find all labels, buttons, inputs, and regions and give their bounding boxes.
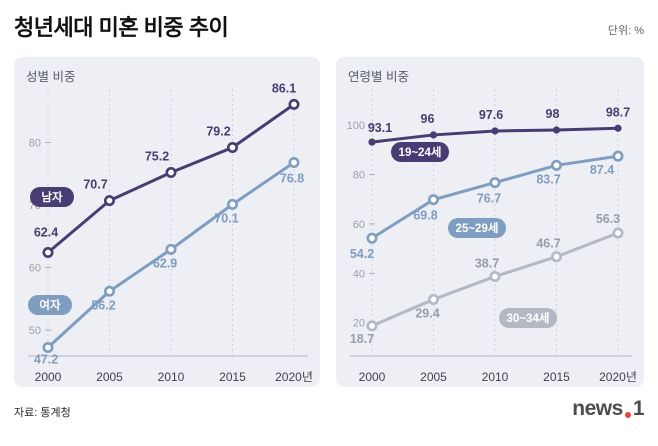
data-point bbox=[551, 251, 563, 263]
series-pill-label: 여자 bbox=[39, 298, 61, 312]
data-point bbox=[491, 127, 499, 135]
age-chart: 20 40 60 80 100 2000 2005 2010 2015 2020년 19~24세 25… bbox=[347, 89, 637, 384]
x-axis-label: 2015 bbox=[543, 370, 570, 384]
data-point-label: 46.7 bbox=[536, 237, 560, 251]
data-point bbox=[489, 177, 501, 189]
data-point bbox=[104, 195, 116, 207]
data-point-label: 96 bbox=[421, 112, 435, 126]
x-axis-label: 2005 bbox=[96, 370, 123, 384]
series-pill bbox=[28, 295, 72, 315]
y-tick-label: 40 bbox=[353, 268, 365, 280]
data-point-label: 70.1 bbox=[214, 211, 238, 225]
data-point bbox=[428, 194, 440, 206]
data-point-label: 76.7 bbox=[477, 192, 501, 206]
y-tick-label: 100 bbox=[347, 120, 365, 132]
x-axis-label: 2015 bbox=[219, 370, 246, 384]
data-point bbox=[612, 150, 624, 162]
data-point bbox=[551, 159, 563, 171]
series-pill bbox=[391, 142, 449, 162]
data-point-label: 97.6 bbox=[479, 108, 503, 122]
age-panel: 연령별 비중 20 40 60 80 100 2000 2005 2010 2015 2020년 1… bbox=[336, 57, 644, 387]
data-point bbox=[614, 124, 622, 132]
y-tick-label: 60 bbox=[353, 219, 365, 231]
data-point-label: 29.4 bbox=[415, 306, 439, 320]
series-pill-label: 25~29세 bbox=[456, 221, 499, 235]
page-title: 청년세대 미혼 비중 추이 bbox=[14, 15, 229, 40]
logo-red-dot-icon bbox=[624, 412, 631, 418]
data-point-label: 86.1 bbox=[272, 81, 296, 95]
x-axis-label: 2020년 bbox=[275, 370, 313, 384]
logo-text-news: news bbox=[572, 397, 623, 420]
data-point-label: 83.7 bbox=[536, 172, 560, 186]
data-point-label: 18.7 bbox=[350, 332, 374, 346]
age-panel-title: 연령별 비중 bbox=[348, 70, 409, 84]
y-tick-label: 50 bbox=[29, 325, 41, 337]
data-point-label: 69.8 bbox=[413, 209, 437, 223]
data-point bbox=[428, 293, 440, 305]
data-point-label: 76.8 bbox=[280, 172, 304, 186]
data-point bbox=[368, 138, 376, 146]
data-point-label: 79.2 bbox=[206, 125, 230, 139]
news1-logo: news 1 bbox=[572, 397, 644, 421]
data-point-label: 70.7 bbox=[83, 178, 107, 192]
y-tick-label: 80 bbox=[29, 138, 41, 150]
x-axis-label: 2000 bbox=[359, 370, 386, 384]
y-tick-label: 80 bbox=[353, 169, 365, 181]
data-point bbox=[42, 341, 54, 353]
data-point bbox=[104, 285, 116, 297]
data-point bbox=[612, 227, 624, 239]
x-axis-label: 2000 bbox=[35, 370, 62, 384]
series-pill bbox=[499, 308, 557, 328]
series-pill bbox=[30, 187, 74, 207]
x-axis-label: 2005 bbox=[420, 370, 447, 384]
logo-text-one: 1 bbox=[632, 397, 645, 420]
series-pill-label: 남자 bbox=[41, 190, 63, 204]
gender-panel: 성별 비중 50 60 70 80 2000 2005 2010 2015 2020년 남자 여자 6… bbox=[14, 57, 320, 387]
data-point-label: 62.9 bbox=[153, 256, 177, 270]
data-point-label: 38.7 bbox=[475, 256, 499, 270]
data-point bbox=[366, 320, 378, 332]
series-pill-label: 30~34세 bbox=[507, 311, 550, 325]
series-pill-label: 19~24세 bbox=[399, 145, 442, 159]
data-point-label: 93.1 bbox=[368, 121, 392, 135]
data-point-label: 56.3 bbox=[596, 212, 620, 226]
data-point bbox=[227, 198, 239, 210]
data-point bbox=[552, 126, 561, 134]
unit-label: 단위: % bbox=[607, 25, 644, 37]
data-point-label: 98.7 bbox=[606, 105, 630, 119]
source-label: 자료: 통계청 bbox=[14, 407, 71, 419]
data-point-label: 75.2 bbox=[145, 150, 169, 164]
data-point bbox=[165, 167, 177, 179]
data-point bbox=[288, 157, 300, 169]
header: 청년세대 미혼 비중 추이 단위: % bbox=[14, 10, 644, 42]
data-point bbox=[429, 131, 438, 139]
data-point-label: 87.4 bbox=[590, 163, 614, 177]
x-axis-label: 2010 bbox=[482, 370, 509, 384]
data-point-label: 98 bbox=[546, 107, 560, 121]
gender-panel-title: 성별 비중 bbox=[26, 70, 76, 84]
data-point-label: 62.4 bbox=[34, 226, 58, 240]
data-point-label: 54.2 bbox=[350, 247, 374, 261]
data-point-label: 56.2 bbox=[91, 298, 115, 312]
data-point bbox=[165, 243, 177, 255]
y-tick-label: 20 bbox=[353, 318, 365, 330]
x-axis-label: 2020년 bbox=[599, 370, 637, 384]
x-axis-label: 2010 bbox=[158, 370, 185, 384]
data-point bbox=[366, 232, 378, 244]
data-point bbox=[227, 141, 239, 153]
data-point-label: 47.2 bbox=[34, 353, 58, 367]
y-tick-label: 60 bbox=[29, 263, 41, 275]
data-point bbox=[489, 270, 501, 282]
data-point bbox=[42, 247, 54, 259]
series-pill bbox=[448, 218, 506, 238]
data-point bbox=[288, 98, 300, 110]
